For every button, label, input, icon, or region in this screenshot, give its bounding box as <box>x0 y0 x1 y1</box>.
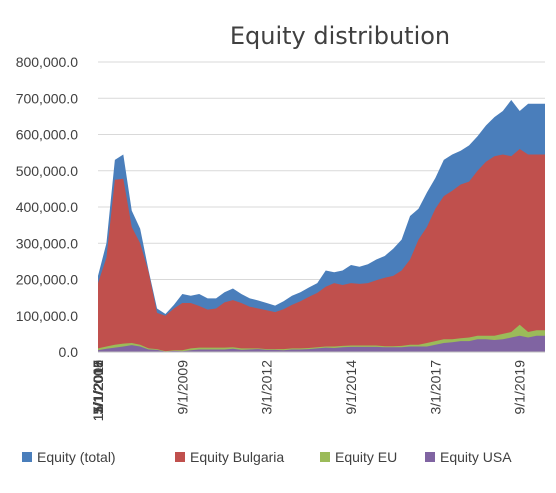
x-tick-label: 1/1/2008 <box>90 360 106 415</box>
legend-swatch <box>320 452 330 462</box>
x-tick-label: 3/1/2012 <box>259 360 275 415</box>
area-equity-usa <box>98 335 545 352</box>
x-tick-label: 5/1/2011 <box>90 360 106 414</box>
x-tick-label: 11/1/2013 <box>90 360 106 421</box>
x-tick-label: 7/1/2015 <box>90 360 106 415</box>
y-tick-label: 300,000.0 <box>16 235 78 251</box>
y-tick-label: 800,000.0 <box>16 54 78 70</box>
legend-label: Equity USA <box>440 449 512 465</box>
y-axis-ticks: 0.0 100,000.0 200,000.0 300,000.0 400,000.0 5… <box>16 54 79 360</box>
y-tick-label: 0.0 <box>59 344 79 360</box>
legend-swatch <box>22 452 32 462</box>
x-tick-label: 11/1/2018 <box>90 360 106 421</box>
x-tick-label: 7/1/2010 <box>90 360 106 415</box>
x-tick-label: 11/1/2008 <box>90 360 106 421</box>
chart-title: Equity distribution <box>230 22 450 50</box>
x-tick-label: 5/1/2016 <box>90 360 106 415</box>
x-tick-label: 9/1/2019 <box>512 360 528 415</box>
x-tick-label: 9/1/2009 <box>174 360 190 415</box>
y-tick-label: 600,000.0 <box>16 127 78 143</box>
gridlines <box>98 61 545 317</box>
y-tick-label: 500,000.0 <box>16 163 78 179</box>
x-tick-label: 9/1/2014 <box>343 360 359 415</box>
legend-label: Equity (total) <box>37 449 116 465</box>
y-tick-label: 100,000.0 <box>16 308 78 324</box>
y-tick-label: 200,000.0 <box>16 272 78 288</box>
y-tick-label: 400,000.0 <box>16 199 78 215</box>
legend-label: Equity Bulgaria <box>190 449 284 465</box>
legend: Equity (total) Equity Bulgaria Equity EU Eq… <box>22 449 512 465</box>
x-tick-label: 1/1/2018 <box>90 360 106 415</box>
legend-swatch <box>175 452 185 462</box>
area-equity-bulgaria <box>98 149 545 352</box>
y-tick-label: 700,000.0 <box>16 90 78 106</box>
area-series <box>98 100 545 352</box>
x-tick-label: 1/1/2013 <box>90 360 106 415</box>
x-tick-label: 3/1/2007 <box>90 360 106 415</box>
legend-label: Equity EU <box>335 449 397 465</box>
x-tick-label: 3/1/2017 <box>427 360 443 415</box>
legend-swatch <box>425 452 435 462</box>
